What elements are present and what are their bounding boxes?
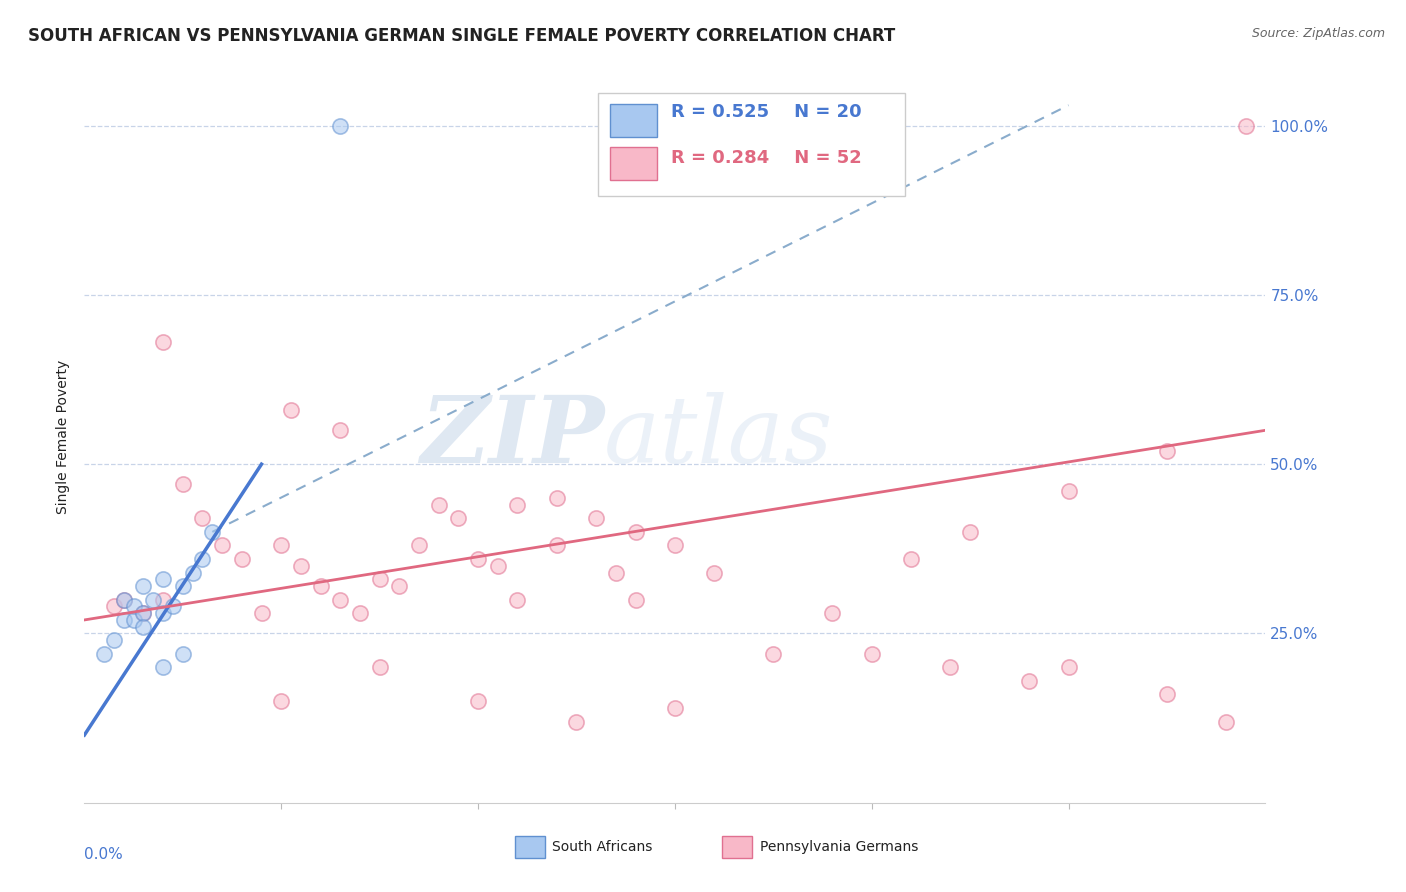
Point <box>1156 688 1178 702</box>
Point <box>231 552 253 566</box>
Point <box>1234 119 1257 133</box>
Point <box>388 579 411 593</box>
Point <box>122 599 145 614</box>
Point <box>112 592 135 607</box>
Point <box>162 599 184 614</box>
Point <box>191 511 214 525</box>
Text: R = 0.525    N = 20: R = 0.525 N = 20 <box>671 103 862 120</box>
Point <box>546 538 568 552</box>
Point <box>860 647 883 661</box>
Point <box>939 660 962 674</box>
Point <box>250 606 273 620</box>
Point <box>447 511 470 525</box>
Point <box>172 579 194 593</box>
Point <box>270 538 292 552</box>
Point <box>103 599 125 614</box>
Point <box>329 119 352 133</box>
Point <box>427 498 450 512</box>
Point <box>122 613 145 627</box>
Point <box>1018 673 1040 688</box>
Point <box>585 511 607 525</box>
Point <box>172 647 194 661</box>
Point <box>142 592 165 607</box>
Point <box>624 524 647 539</box>
Point <box>408 538 430 552</box>
Point <box>132 606 155 620</box>
FancyBboxPatch shape <box>598 94 905 195</box>
Point <box>309 579 332 593</box>
Point <box>132 606 155 620</box>
Point <box>1057 484 1080 499</box>
Point <box>1156 443 1178 458</box>
Text: Source: ZipAtlas.com: Source: ZipAtlas.com <box>1251 27 1385 40</box>
Text: Pennsylvania Germans: Pennsylvania Germans <box>759 839 918 854</box>
Point <box>290 558 312 573</box>
Point <box>172 477 194 491</box>
Point <box>181 566 204 580</box>
Text: SOUTH AFRICAN VS PENNSYLVANIA GERMAN SINGLE FEMALE POVERTY CORRELATION CHART: SOUTH AFRICAN VS PENNSYLVANIA GERMAN SIN… <box>28 27 896 45</box>
Y-axis label: Single Female Poverty: Single Female Poverty <box>56 360 70 514</box>
Point <box>1057 660 1080 674</box>
Point <box>506 592 529 607</box>
Text: atlas: atlas <box>605 392 834 482</box>
Text: 0.0%: 0.0% <box>84 847 124 862</box>
FancyBboxPatch shape <box>516 836 546 858</box>
Point <box>821 606 844 620</box>
Point <box>762 647 785 661</box>
Point <box>900 552 922 566</box>
Point <box>605 566 627 580</box>
Point <box>270 694 292 708</box>
Point <box>201 524 224 539</box>
Point <box>152 660 174 674</box>
Point <box>112 613 135 627</box>
Point <box>152 335 174 350</box>
Point <box>703 566 725 580</box>
Point <box>506 498 529 512</box>
Point <box>664 538 686 552</box>
Point <box>486 558 509 573</box>
Point <box>1215 714 1237 729</box>
Point <box>152 592 174 607</box>
FancyBboxPatch shape <box>610 104 657 137</box>
Point <box>546 491 568 505</box>
Point <box>349 606 371 620</box>
Point <box>467 694 489 708</box>
Point <box>959 524 981 539</box>
Text: ZIP: ZIP <box>420 392 605 482</box>
Text: South Africans: South Africans <box>553 839 652 854</box>
Point <box>191 552 214 566</box>
Point <box>329 423 352 437</box>
Point <box>368 660 391 674</box>
Point <box>211 538 233 552</box>
Point <box>565 714 588 729</box>
Point <box>368 572 391 586</box>
Point <box>467 552 489 566</box>
Point <box>280 403 302 417</box>
Point <box>132 579 155 593</box>
Point <box>132 620 155 634</box>
Text: R = 0.284    N = 52: R = 0.284 N = 52 <box>671 149 862 167</box>
Point <box>112 592 135 607</box>
Point <box>624 592 647 607</box>
Point <box>93 647 115 661</box>
FancyBboxPatch shape <box>610 146 657 179</box>
Point <box>152 572 174 586</box>
Point <box>329 592 352 607</box>
FancyBboxPatch shape <box>723 836 752 858</box>
Point <box>103 633 125 648</box>
Point <box>152 606 174 620</box>
Point <box>664 701 686 715</box>
